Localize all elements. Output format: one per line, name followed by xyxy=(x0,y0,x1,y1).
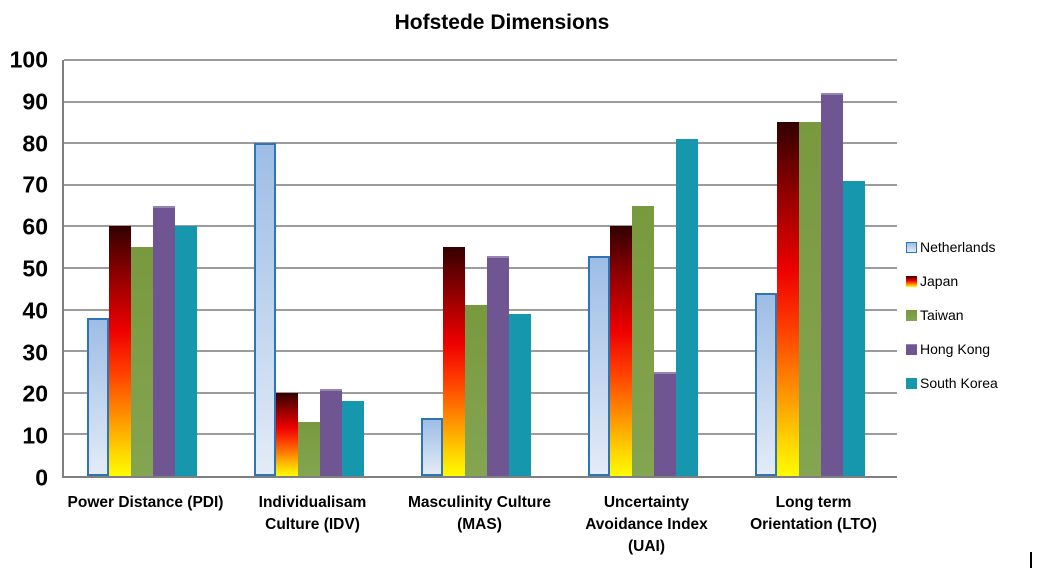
bar-hong-kong xyxy=(320,388,342,476)
x-axis-labels: Power Distance (PDI) Individualisam Cultu… xyxy=(62,492,897,572)
y-tick-label: 0 xyxy=(35,464,48,491)
bar-japan xyxy=(443,247,465,476)
legend-label: South Korea xyxy=(920,375,998,391)
bar-group-uncertainty xyxy=(588,60,698,476)
legend-swatch-hong-kong xyxy=(906,343,917,355)
y-tick-label: 30 xyxy=(22,339,48,366)
bar-hong-kong xyxy=(153,205,175,476)
bar-group-masculinity-culture xyxy=(421,60,531,476)
y-tick-label: 10 xyxy=(22,422,48,449)
legend-swatch-south-korea xyxy=(906,377,917,389)
bar-taiwan xyxy=(131,247,153,476)
bar-group-long-term xyxy=(755,60,865,476)
bar-taiwan xyxy=(632,205,654,476)
gridline xyxy=(64,267,897,269)
gridline xyxy=(64,225,897,228)
gridline xyxy=(64,142,897,145)
y-tick-label: 90 xyxy=(22,88,48,115)
legend-swatch-taiwan xyxy=(906,309,917,321)
y-tick-label: 40 xyxy=(22,297,48,324)
legend-item-south-korea: South Korea xyxy=(906,376,998,390)
y-tick-label: 60 xyxy=(22,213,48,240)
bar-japan xyxy=(610,226,632,476)
bar-japan xyxy=(276,392,298,476)
legend-item-taiwan: Taiwan xyxy=(906,308,998,322)
bar-taiwan xyxy=(799,122,821,476)
legend: Netherlands Japan Taiwan Hong Kong South Kor… xyxy=(906,240,998,410)
gridline xyxy=(64,59,897,61)
gridline xyxy=(64,100,897,103)
bar-taiwan xyxy=(298,421,320,476)
bar-hong-kong xyxy=(821,93,843,476)
bar-group-individualisam xyxy=(254,60,364,476)
legend-label: Netherlands xyxy=(920,239,996,255)
x-axis-label: Power Distance (PDI) xyxy=(67,494,224,511)
y-tick-label: 80 xyxy=(22,130,48,157)
bar-japan xyxy=(777,122,799,476)
bar-hong-kong xyxy=(487,255,509,476)
legend-item-hong-kong: Hong Kong xyxy=(906,342,998,356)
plot-area xyxy=(62,59,897,478)
y-tick-label: 50 xyxy=(22,255,48,282)
legend-item-japan: Japan xyxy=(906,274,998,288)
bar-south-korea xyxy=(342,401,364,476)
legend-swatch-japan xyxy=(906,275,917,287)
x-axis-label: Individualisam Culture (IDV) xyxy=(258,494,367,533)
bar-south-korea xyxy=(676,139,698,476)
gridline xyxy=(64,183,897,186)
bar-netherlands xyxy=(254,143,276,476)
legend-swatch-netherlands xyxy=(906,241,917,253)
chart-title: Hofstede Dimensions xyxy=(394,11,610,34)
x-axis-label: Long term Orientation (LTO) xyxy=(750,494,877,533)
legend-item-netherlands: Netherlands xyxy=(906,240,998,254)
bar-japan xyxy=(109,226,131,476)
y-axis: 100 90 80 70 60 50 40 30 20 10 0 xyxy=(0,48,50,489)
y-tick-label: 20 xyxy=(22,380,48,407)
x-axis-label: Masculinity Culture (MAS) xyxy=(408,494,551,533)
text-cursor-artifact xyxy=(1030,552,1032,568)
bar-netherlands xyxy=(588,255,610,476)
bar-group-power-distance-pdi- xyxy=(87,60,197,476)
y-tick-label: 100 xyxy=(9,46,48,73)
legend-label: Taiwan xyxy=(920,307,964,323)
bar-netherlands xyxy=(755,292,777,476)
legend-label: Japan xyxy=(920,273,959,289)
bar-hong-kong xyxy=(654,372,676,476)
bar-south-korea xyxy=(843,180,865,476)
x-axis-label: Uncertainty Avoidance Index (UAI) xyxy=(585,494,708,555)
y-tick-label: 70 xyxy=(22,171,48,198)
bar-netherlands xyxy=(421,417,443,476)
legend-label: Hong Kong xyxy=(920,341,991,357)
bar-south-korea xyxy=(175,226,197,476)
bar-taiwan xyxy=(465,305,487,476)
bar-south-korea xyxy=(509,313,531,476)
bar-netherlands xyxy=(87,317,109,476)
